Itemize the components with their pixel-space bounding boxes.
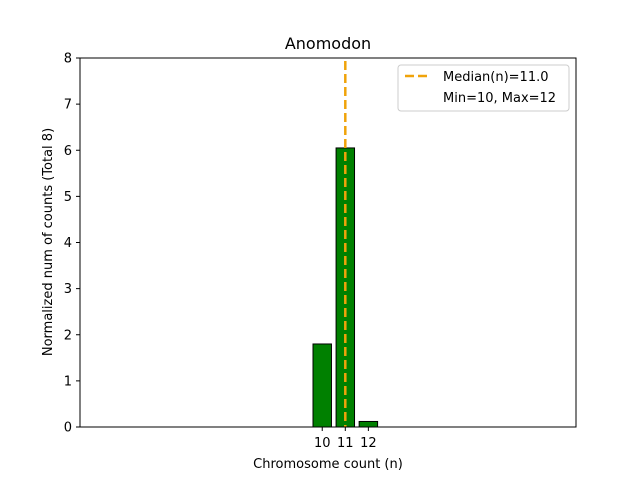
legend: Median(n)=11.0 Min=10, Max=12 <box>397 64 570 112</box>
y-tick-label: 7 <box>64 98 72 113</box>
legend-box <box>397 64 570 112</box>
x-axis-label: Chromosome count (n) <box>253 457 403 472</box>
y-tick-label: 1 <box>64 374 72 389</box>
legend-median-label: Median(n)=11.0 <box>443 70 549 85</box>
y-axis-ticks: 0 1 2 3 4 5 6 7 8 <box>64 52 80 436</box>
y-tick-label: 0 <box>64 421 72 436</box>
y-tick-label: 3 <box>64 282 72 297</box>
legend-minmax-label: Min=10, Max=12 <box>443 91 556 106</box>
y-tick-label: 4 <box>64 236 72 251</box>
y-tick-label: 2 <box>64 328 72 343</box>
y-axis-label: Normalized num of counts (Total 8) <box>41 128 56 356</box>
y-tick-label: 8 <box>64 52 72 67</box>
chart-title: Anomodon <box>285 34 371 53</box>
x-axis-ticks: 10 11 12 <box>314 427 377 451</box>
x-tick-label: 11 <box>337 436 354 451</box>
bar-12 <box>358 420 379 428</box>
x-tick-label: 10 <box>314 436 331 451</box>
bar-10 <box>312 343 332 428</box>
y-tick-label: 6 <box>64 144 72 159</box>
y-tick-label: 5 <box>64 190 72 205</box>
plot-frame <box>79 57 577 428</box>
x-tick-label: 12 <box>360 436 377 451</box>
